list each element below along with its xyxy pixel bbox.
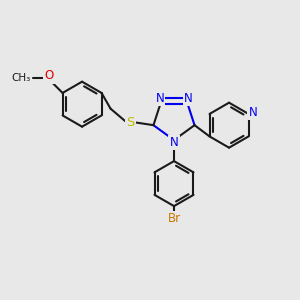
Text: CH₃: CH₃: [12, 73, 31, 83]
Text: O: O: [44, 69, 54, 82]
Text: N: N: [169, 136, 178, 149]
Text: S: S: [126, 116, 134, 129]
Text: N: N: [155, 92, 164, 105]
Text: Br: Br: [167, 212, 181, 225]
Text: N: N: [249, 106, 257, 119]
Text: N: N: [184, 92, 193, 105]
